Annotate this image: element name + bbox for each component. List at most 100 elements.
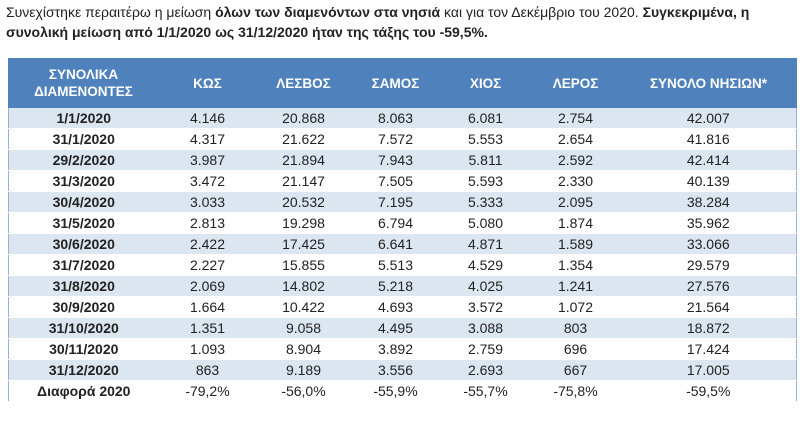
table-cell: 1.874 [530, 212, 621, 234]
table-cell: 2.759 [440, 338, 531, 360]
table-cell: 5.080 [440, 212, 531, 234]
table-cell: 7.943 [350, 149, 441, 171]
table-row: Διαφορά 2020 -79,2% -56,0% -55,9% -55,7% -75,… [8, 380, 797, 402]
table-cell: 27.576 [620, 275, 797, 297]
table-row: 31/7/2020 2.227 15.855 5.513 4.529 1.354 29.57… [8, 254, 797, 276]
table-cell: 2.813 [158, 212, 257, 234]
table-cell: 1.354 [530, 254, 621, 276]
table-row: 29/2/2020 3.987 21.894 7.943 5.811 2.592 42.41… [8, 149, 797, 171]
table-cell: 3.556 [350, 359, 441, 381]
intro-bold-text: Συγκεκριμένα, η συνολική μείωση από 1/1/… [6, 4, 750, 40]
table-cell: -79,2% [158, 380, 257, 402]
table-cell: 803 [530, 317, 621, 339]
table-cell: 2.592 [530, 149, 621, 171]
table-cell: 1.664 [158, 296, 257, 318]
table-cell: 3.088 [440, 317, 531, 339]
table-cell: 2.069 [158, 275, 257, 297]
table-cell: 6.794 [350, 212, 441, 234]
table-cell: 8.063 [350, 107, 441, 129]
table-row: 31/5/2020 2.813 19.298 6.794 5.080 1.874 35.96… [8, 212, 797, 234]
table-row: 31/12/2020 863 9.189 3.556 2.693 667 17.005 [8, 359, 797, 381]
table-cell: 19.298 [256, 212, 351, 234]
table-cell: 38.284 [620, 191, 797, 213]
column-header: ΚΩΣ [158, 58, 257, 108]
row-label: 30/4/2020 [8, 191, 159, 213]
table-cell: 35.962 [620, 212, 797, 234]
table-cell: 8.904 [256, 338, 351, 360]
table-cell: 667 [530, 359, 621, 381]
table-cell: 41.816 [620, 128, 797, 150]
table-cell: 2.754 [530, 107, 621, 129]
row-label: 30/11/2020 [8, 338, 159, 360]
table-cell: 42.414 [620, 149, 797, 171]
table-row: 30/6/2020 2.422 17.425 6.641 4.871 1.589 33.06… [8, 233, 797, 255]
table-cell: -75,8% [530, 380, 621, 402]
table-cell: 3.033 [158, 191, 257, 213]
table-cell: 696 [530, 338, 621, 360]
table-cell: 1.093 [158, 338, 257, 360]
table-cell: 20.868 [256, 107, 351, 129]
table-cell: 6.641 [350, 233, 441, 255]
row-label: 30/6/2020 [8, 233, 159, 255]
column-header: ΣΑΜΟΣ [350, 58, 441, 108]
column-header: ΣΥΝΟΛΙΚΑ ΔΙΑΜΕΝΟΝΤΕΣ [8, 58, 159, 108]
table-cell: 4.146 [158, 107, 257, 129]
table-cell: 2.095 [530, 191, 621, 213]
table-cell: 5.811 [440, 149, 531, 171]
table-cell: 9.189 [256, 359, 351, 381]
column-header: ΛΕΣΒΟΣ [256, 58, 351, 108]
table-cell: 6.081 [440, 107, 531, 129]
table-cell: 15.855 [256, 254, 351, 276]
table-cell: 9.058 [256, 317, 351, 339]
table-cell: 33.066 [620, 233, 797, 255]
intro-paragraph: Συνεχίστηκε περαιτέρω η μείωση όλων των … [6, 2, 796, 42]
table-row: 30/11/2020 1.093 8.904 3.892 2.759 696 17.424 [8, 338, 797, 360]
table-cell: 42.007 [620, 107, 797, 129]
table-cell: 5.513 [350, 254, 441, 276]
residents-table: ΣΥΝΟΛΙΚΑ ΔΙΑΜΕΝΟΝΤΕΣ ΚΩΣ ΛΕΣΒΟΣ ΣΑΜΟΣ ΧΙΟΣ ΛΕ… [8, 58, 797, 402]
table-cell: 18.872 [620, 317, 797, 339]
column-header: ΧΙΟΣ [440, 58, 531, 108]
row-label: 1/1/2020 [8, 107, 159, 129]
table-cell: 21.147 [256, 170, 351, 192]
table-cell: 40.139 [620, 170, 797, 192]
table-cell: 863 [158, 359, 257, 381]
table-cell: 7.195 [350, 191, 441, 213]
table-cell: 10.422 [256, 296, 351, 318]
table-cell: 5.333 [440, 191, 531, 213]
header-row: ΣΥΝΟΛΙΚΑ ΔΙΑΜΕΝΟΝΤΕΣ ΚΩΣ ΛΕΣΒΟΣ ΣΑΜΟΣ ΧΙΟΣ ΛΕ… [8, 58, 797, 108]
table-cell: 20.532 [256, 191, 351, 213]
table-row: 31/3/2020 3.472 21.147 7.505 5.593 2.330 40.13… [8, 170, 797, 192]
table-cell: 21.622 [256, 128, 351, 150]
table-cell: 17.424 [620, 338, 797, 360]
table-cell: 21.564 [620, 296, 797, 318]
row-label: 31/3/2020 [8, 170, 159, 192]
table-cell: 1.241 [530, 275, 621, 297]
table-cell: 17.005 [620, 359, 797, 381]
table-cell: 2.693 [440, 359, 531, 381]
table-cell: 4.529 [440, 254, 531, 276]
table-cell: 2.330 [530, 170, 621, 192]
table-cell: 4.025 [440, 275, 531, 297]
row-label: Διαφορά 2020 [8, 380, 159, 402]
table-cell: 7.505 [350, 170, 441, 192]
intro-text: Συνεχίστηκε περαιτέρω η μείωση [6, 4, 216, 20]
table-cell: 2.422 [158, 233, 257, 255]
table-row: 1/1/2020 4.146 20.868 8.063 6.081 2.754 42.007 [8, 107, 797, 129]
row-label: 31/8/2020 [8, 275, 159, 297]
intro-bold-text: όλων των διαμενόντων στα νησιά [215, 4, 441, 20]
row-label: 31/1/2020 [8, 128, 159, 150]
column-header: ΛΕΡΟΣ [530, 58, 621, 108]
table-cell: 4.317 [158, 128, 257, 150]
table-row: 31/1/2020 4.317 21.622 7.572 5.553 2.654 41.81… [8, 128, 797, 150]
row-label: 31/5/2020 [8, 212, 159, 234]
row-label: 30/9/2020 [8, 296, 159, 318]
row-label: 31/12/2020 [8, 359, 159, 381]
table-row: 31/8/2020 2.069 14.802 5.218 4.025 1.241 27.57… [8, 275, 797, 297]
row-label: 31/7/2020 [8, 254, 159, 276]
table-cell: -55,7% [440, 380, 531, 402]
table-cell: 3.572 [440, 296, 531, 318]
table-cell: 7.572 [350, 128, 441, 150]
table-row: 30/9/2020 1.664 10.422 4.693 3.572 1.072 21.56… [8, 296, 797, 318]
